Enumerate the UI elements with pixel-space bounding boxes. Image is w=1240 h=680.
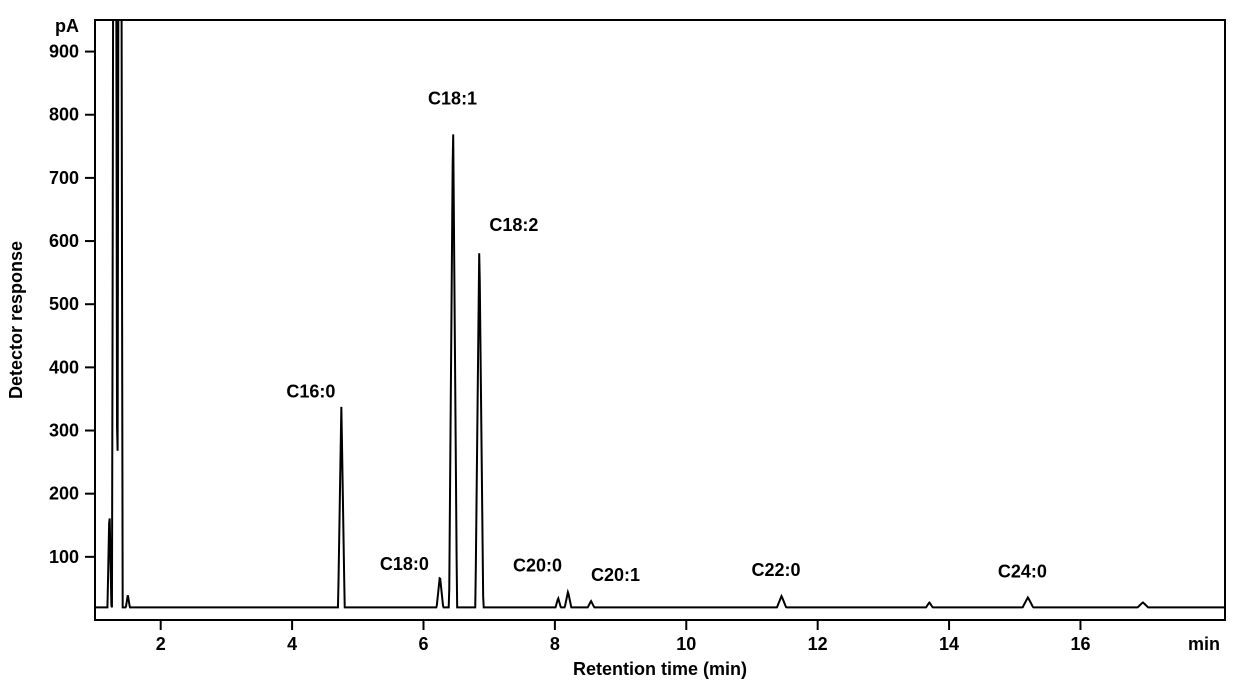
x-tick-label: 16 bbox=[1070, 634, 1090, 654]
y-tick-label: 400 bbox=[49, 357, 79, 377]
x-tick-label: 12 bbox=[808, 634, 828, 654]
peak-label: C18:0 bbox=[380, 554, 429, 574]
y-unit-label: pA bbox=[55, 16, 79, 36]
chromatogram-chart: 2 4 6 8 10 12 14 16 min Retention time (min) 100 20… bbox=[0, 0, 1240, 680]
y-axis-title: Detector response bbox=[6, 241, 26, 399]
peak-label: C20:1 bbox=[591, 565, 640, 585]
peak-label: C22:0 bbox=[752, 560, 801, 580]
peak-label: C16:0 bbox=[286, 381, 335, 401]
y-tick-label: 200 bbox=[49, 484, 79, 504]
x-axis-title: Retention time (min) bbox=[573, 659, 747, 679]
x-tick-label: 10 bbox=[676, 634, 696, 654]
chromatogram-svg: 2 4 6 8 10 12 14 16 min Retention time (min) 100 20… bbox=[0, 0, 1240, 680]
peak-label: C18:1 bbox=[428, 89, 477, 109]
y-tick-label: 700 bbox=[49, 168, 79, 188]
peak-label: C18:2 bbox=[489, 215, 538, 235]
y-tick-label: 300 bbox=[49, 421, 79, 441]
chromatogram-trace bbox=[95, 0, 1225, 607]
x-tick-label: 4 bbox=[287, 634, 297, 654]
peak-label: C20:0 bbox=[513, 556, 562, 576]
x-tick-label: 14 bbox=[939, 634, 959, 654]
x-tick-label: 8 bbox=[550, 634, 560, 654]
peak-label: C24:0 bbox=[998, 561, 1047, 581]
y-tick-label: 600 bbox=[49, 231, 79, 251]
y-tick-label: 100 bbox=[49, 547, 79, 567]
y-tick-label: 900 bbox=[49, 42, 79, 62]
x-unit-label: min bbox=[1188, 634, 1220, 654]
x-tick-label: 6 bbox=[418, 634, 428, 654]
y-tick-label: 800 bbox=[49, 105, 79, 125]
x-tick-label: 2 bbox=[156, 634, 166, 654]
y-tick-label: 500 bbox=[49, 294, 79, 314]
